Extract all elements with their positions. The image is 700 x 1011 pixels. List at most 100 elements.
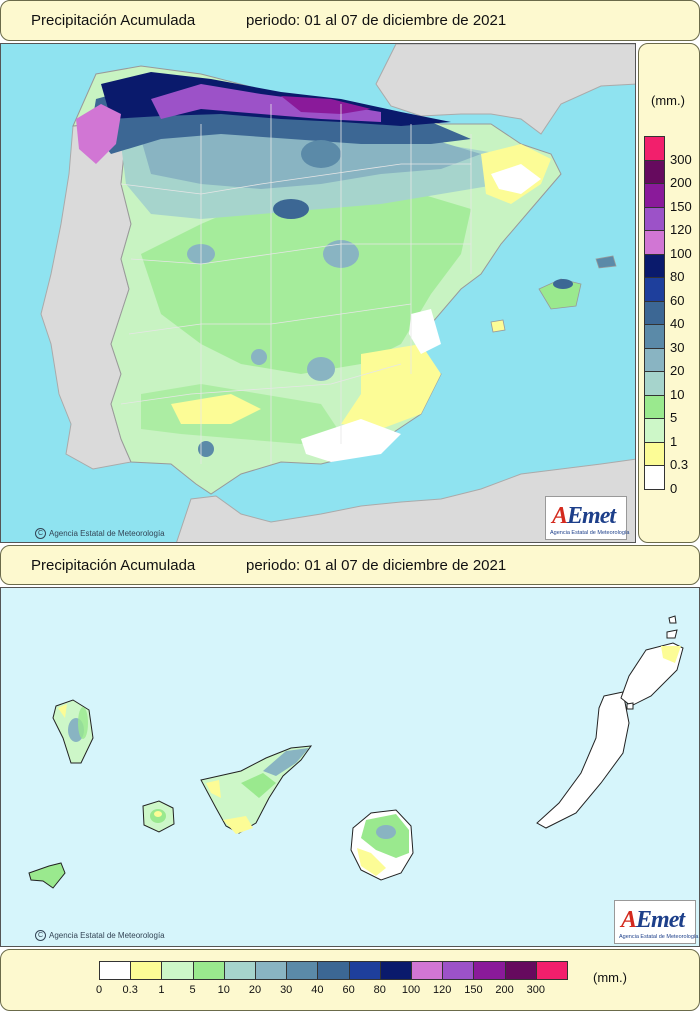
zone-20-spot bbox=[251, 349, 267, 365]
zone-30-spot bbox=[198, 441, 214, 457]
legend-swatch-300 bbox=[644, 136, 665, 161]
logo-a: A bbox=[621, 907, 637, 933]
bottom-credit: C Agencia Estatal de Meteorología bbox=[35, 930, 165, 941]
vertical-legend-unit: (mm.) bbox=[651, 93, 685, 108]
alegranza bbox=[668, 615, 677, 624]
legend-label-120: 120 bbox=[670, 222, 692, 237]
legend-label-100: 100 bbox=[670, 245, 692, 261]
legend-swatch-30 bbox=[644, 324, 665, 349]
legend-label-5: 5 bbox=[189, 984, 196, 996]
legend-label-200: 200 bbox=[495, 984, 514, 996]
copyright-icon: C bbox=[35, 528, 46, 539]
zone-0-murcia bbox=[301, 419, 401, 462]
legend-label-150: 150 bbox=[464, 984, 483, 996]
legend-swatch-120 bbox=[442, 961, 475, 980]
legend-swatch-300 bbox=[535, 961, 568, 980]
legend-label-40: 40 bbox=[311, 984, 324, 996]
top-title-label: Precipitación Acumulada bbox=[31, 12, 196, 29]
la-palma-5 bbox=[78, 707, 88, 739]
legend-swatch-80 bbox=[379, 961, 412, 980]
legend-label-80: 80 bbox=[373, 984, 386, 996]
legend-swatch-60 bbox=[348, 961, 381, 980]
legend-label-0.3: 0.3 bbox=[122, 984, 138, 996]
zone-100-galicia bbox=[76, 104, 121, 164]
tenerife-03-west bbox=[206, 780, 221, 798]
legend-swatch-10 bbox=[223, 961, 256, 980]
legend-swatch-0 bbox=[99, 961, 132, 980]
zone-0-ebro bbox=[491, 164, 541, 194]
legend-swatch-100 bbox=[644, 230, 665, 255]
tenerife-5 bbox=[241, 773, 276, 798]
logo-rest: Emet bbox=[567, 503, 616, 529]
bottom-title-bar: Precipitación Acumulada periodo: 01 al 0… bbox=[0, 545, 700, 585]
bottom-title-period: periodo: 01 al 07 de diciembre de 2021 bbox=[246, 556, 507, 574]
legend-swatch-60 bbox=[644, 277, 665, 302]
legend-swatch-150 bbox=[473, 961, 506, 980]
legend-label-300: 300 bbox=[526, 984, 545, 996]
legend-label-100: 100 bbox=[401, 984, 421, 996]
legend-label-80: 80 bbox=[670, 269, 685, 284]
zone-20-spot bbox=[307, 357, 335, 381]
tenerife-20 bbox=[263, 748, 309, 776]
bottom-credit-text: Agencia Estatal de Meteorología bbox=[49, 931, 165, 940]
legend-label-10: 10 bbox=[217, 984, 230, 996]
zone-03-south bbox=[171, 394, 261, 424]
legend-label-0: 0 bbox=[670, 480, 678, 496]
top-aemet-logo: AEmet Agencia Estatal de Meteorología bbox=[545, 496, 630, 540]
logo-subtitle: Agencia Estatal de Meteorología bbox=[550, 530, 630, 536]
legend-label-20: 20 bbox=[670, 363, 685, 378]
legend-label-40: 40 bbox=[670, 316, 685, 331]
legend-label-120: 120 bbox=[433, 984, 452, 996]
legend-swatch-5 bbox=[644, 394, 665, 419]
legend-swatch-0 bbox=[644, 465, 665, 490]
copyright-icon: C bbox=[35, 930, 46, 941]
legend-swatch-20 bbox=[644, 347, 665, 372]
gran-canaria-20 bbox=[376, 825, 396, 839]
legend-swatch-40 bbox=[317, 961, 350, 980]
graciosa bbox=[666, 629, 678, 639]
legend-label-200: 200 bbox=[670, 175, 692, 190]
legend-label-150: 150 bbox=[670, 198, 692, 214]
peninsula-map-svg bbox=[40, 44, 635, 542]
legend-label-30: 30 bbox=[280, 984, 293, 996]
zone-40-spot bbox=[273, 199, 309, 219]
zone-03-southeast bbox=[341, 344, 441, 429]
lanzarote-03 bbox=[661, 646, 681, 663]
mallorca-north bbox=[553, 279, 573, 289]
africa-land bbox=[176, 458, 635, 542]
legend-swatch-100 bbox=[411, 961, 444, 980]
legend-swatch-40 bbox=[644, 300, 665, 325]
legend-label-300: 300 bbox=[670, 151, 692, 167]
legend-swatch-200 bbox=[504, 961, 537, 980]
logo-a: A bbox=[552, 503, 568, 529]
legend-label-5: 5 bbox=[670, 410, 678, 425]
legend-swatch-1 bbox=[161, 961, 194, 980]
top-credit: C Agencia Estatal de Meteorología bbox=[35, 528, 165, 539]
la-gomera-03 bbox=[154, 811, 162, 817]
province-borders bbox=[120, 104, 472, 464]
zone-0-valencia bbox=[409, 309, 441, 354]
el-hierro bbox=[28, 862, 66, 889]
legend-swatch-10 bbox=[644, 371, 665, 396]
legend-label-10: 10 bbox=[670, 386, 685, 402]
logo-rest: Emet bbox=[636, 907, 685, 933]
ibiza bbox=[490, 319, 506, 333]
legend-swatch-80 bbox=[644, 253, 665, 278]
legend-label-0: 0 bbox=[95, 984, 103, 996]
legend-label-60: 60 bbox=[670, 292, 685, 308]
zone-150-cantabria bbox=[281, 96, 371, 114]
gran-canaria-03 bbox=[357, 848, 386, 876]
la-palma-03 bbox=[58, 704, 67, 718]
fuerteventura bbox=[536, 691, 630, 829]
logo-subtitle: Agencia Estatal de Meteorología bbox=[619, 934, 699, 940]
legend-label-20: 20 bbox=[248, 984, 262, 996]
bottom-aemet-logo: AEmet Agencia Estatal de Meteorología bbox=[614, 900, 699, 944]
vertical-legend-panel: (mm.) 300 200 150 120 100 80 60 40 30 20 10 5 1 0.3 0 bbox=[638, 43, 700, 543]
canarias-map-svg bbox=[28, 615, 684, 889]
legend-swatch-200 bbox=[644, 159, 665, 184]
peninsula-map: C Agencia Estatal de Meteorología AEmet … bbox=[0, 43, 636, 543]
legend-swatch-120 bbox=[644, 206, 665, 231]
legend-swatch-30 bbox=[286, 961, 319, 980]
canarias-map: C Agencia Estatal de Meteorología AEmet … bbox=[0, 587, 700, 947]
legend-label-60: 60 bbox=[342, 984, 355, 996]
